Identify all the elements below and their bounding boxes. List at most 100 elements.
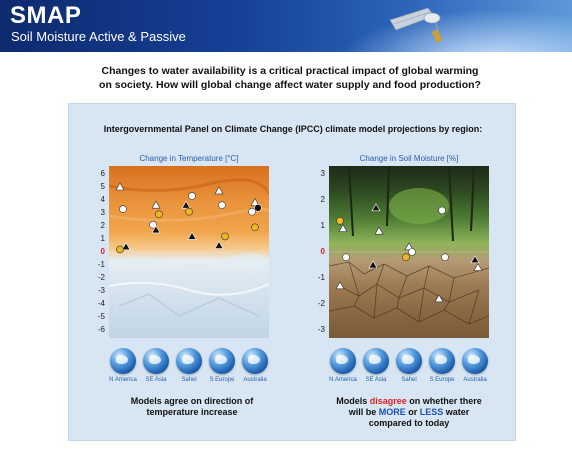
temperature-data-point [218,201,226,210]
temperature-data-point [214,186,224,195]
soil-y-tick: 2 [320,195,325,204]
disagree-highlight: disagree [369,396,407,406]
soil-data-point [338,223,348,232]
soil-note-line-3: compared to today [368,418,450,428]
soil-data-point [368,260,378,269]
soil-region-label: Sahel [401,377,417,383]
soil-region-label: SE Asia [365,377,387,383]
soil-note-text: Models [336,396,370,406]
globe-icon [363,348,389,374]
temperature-y-tick: 0 [100,247,105,256]
temperature-region-label: S Europe [209,377,235,383]
temperature-y-tick: -2 [97,273,105,282]
soil-data-point [342,253,350,261]
globe-icon [143,348,169,374]
temperature-y-tick: -1 [97,260,105,269]
temperature-y-tick: -3 [97,286,105,295]
temperature-data-point [221,232,229,241]
soil-note: Models disagree on whether there will be… [309,396,509,429]
temperature-data-point [121,242,131,251]
temperature-note: Models agree on direction of temperature… [97,396,287,418]
temperature-data-point [155,210,163,219]
ice-texture [109,178,269,338]
soil-note-text: water [443,407,470,417]
temperature-data-point [116,245,124,254]
app-title: SMAP [10,2,82,29]
soil-note-line-1: Models disagree on whether there [309,396,509,407]
soil-y-tick: 3 [320,169,325,178]
soil-data-point [402,253,410,261]
globe-icon [176,348,202,374]
temperature-note-line-2: temperature increase [146,407,238,417]
temperature-y-tick: -5 [97,312,105,321]
soil-data-point [408,248,416,256]
soil-data-point [374,226,384,235]
soil-data-point [371,203,381,212]
temperature-data-point [151,225,161,234]
temperature-data-point [151,200,161,209]
soil-region-label: S Europe [429,377,455,383]
soil-data-point [438,206,446,215]
temperature-data-point [251,223,259,232]
soil-data-point [473,262,483,271]
more-highlight: MORE [378,407,406,417]
panel-heading: Intergovernmental Panel on Climate Chang… [103,124,483,134]
temperature-marks [109,182,269,254]
soil-y-tick: -1 [317,273,325,282]
soil-data-point [441,253,449,261]
temperature-data-point [187,231,197,240]
temperature-region-label: SE Asia [145,377,167,383]
globe-icon [429,348,455,374]
temperature-data-point [115,182,125,191]
soil-region-label: N America [329,377,357,383]
temperature-data-point [185,207,193,216]
soil-note-text: will be [348,407,379,417]
globe-icon [396,348,422,374]
soil-data-point [335,281,345,290]
globe-icon [462,348,488,374]
globe-icon [242,348,268,374]
temperature-data-point [181,200,191,209]
temperature-y-tick: 2 [100,221,105,230]
temperature-region-label: Australia [243,377,267,383]
temperature-data-point [149,220,157,229]
globe-icon [209,348,235,374]
temperature-region-label: N America [109,377,137,383]
temperature-y-tick: 6 [100,169,105,178]
soil-moisture-plot [329,166,489,338]
temperature-region-label: Sahel [181,377,197,383]
soil-texture [329,166,489,325]
temperature-y-tick: 5 [100,182,105,191]
satellite-icon [389,7,443,43]
banner-sky [312,0,572,52]
temperature-chart-title: Change in Temperature [°C] [139,154,239,163]
temperature-note-line-1: Models agree on direction of [130,396,254,406]
projection-panel: Intergovernmental Panel on Climate Chang… [68,103,516,441]
temperature-y-tick: 3 [100,208,105,217]
globe-icon [330,348,356,374]
soil-data-point [336,216,344,225]
temperature-y-tick: 1 [100,234,105,243]
temperature-data-point [248,207,256,216]
soil-y-tick: 1 [320,221,325,230]
temperature-y-tick: -6 [97,325,105,334]
intro-line-1: Changes to water availability is a criti… [101,65,479,77]
temperature-plot [109,166,269,338]
app-subtitle: Soil Moisture Active & Passive [11,29,186,44]
soil-y-tick: -2 [317,299,325,308]
tree-trunk [348,166,354,237]
intro-text: Changes to water availability is a criti… [60,64,520,92]
soil-chart-title: Change in Soil Moisture [%] [359,154,459,163]
soil-note-line-2: will be MORE or LESS water [309,407,509,418]
temperature-data-point [254,203,262,212]
soil-note-text: or [405,407,420,417]
soil-data-point [470,255,480,264]
intro-line-2: on society. How will global change affec… [99,79,481,91]
soil-region-label: Australia [463,377,487,383]
tree-trunk [386,166,390,227]
soil-data-point [434,294,444,303]
globe-icon [110,348,136,374]
tree-trunk [448,166,454,242]
temperature-y-tick: -4 [97,299,105,308]
temperature-data-point [214,240,224,249]
